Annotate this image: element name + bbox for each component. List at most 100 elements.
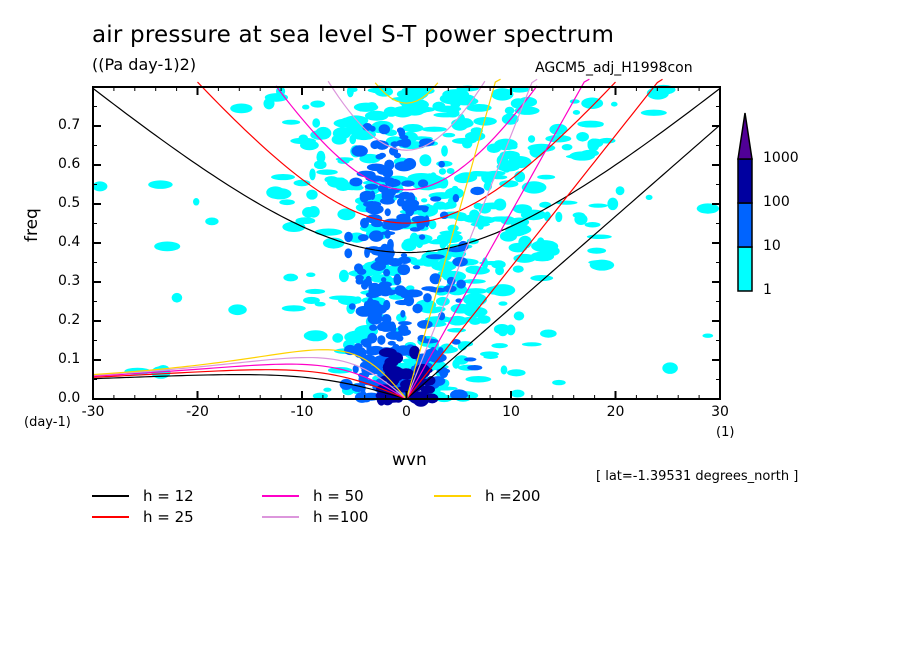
- shade-level-1: [589, 259, 615, 271]
- shade-level-10: [390, 141, 399, 147]
- shade-level-1: [435, 296, 450, 306]
- shade-level-1: [584, 222, 601, 228]
- shade-level-1: [338, 269, 349, 283]
- shade-level-1: [493, 323, 511, 335]
- shade-level-1: [539, 201, 552, 208]
- rossby-curve-50: [92, 363, 407, 400]
- shade-level-10: [389, 321, 396, 330]
- colorbar-segment: [737, 158, 753, 204]
- shade-level-1: [283, 273, 299, 282]
- chart-units: ((Pa day-1)2): [92, 55, 197, 74]
- shade-level-1: [607, 197, 619, 211]
- shade-level-1: [587, 138, 600, 152]
- shade-level-1: [702, 333, 714, 338]
- shade-level-10: [367, 312, 383, 325]
- shade-level-10: [430, 196, 442, 202]
- y-tick-label: 0.7: [58, 117, 81, 133]
- shade-level-1: [495, 266, 505, 276]
- shade-level-1: [521, 181, 547, 194]
- colorbar-segment: [737, 246, 753, 292]
- shade-level-1: [305, 288, 326, 295]
- latitude-annotation: [ lat=-1.39531 degrees_north ]: [596, 469, 799, 484]
- shade-level-1: [500, 365, 508, 375]
- shade-level-1: [316, 169, 338, 175]
- shade-level-1: [439, 204, 452, 210]
- shade-level-1: [610, 101, 618, 107]
- rossby-curve-25: [92, 369, 407, 400]
- shade-level-1: [282, 221, 306, 233]
- shade-level-10: [464, 357, 477, 362]
- legend-label: h =200: [485, 487, 541, 505]
- y-tick-label: 0.1: [58, 351, 81, 367]
- rossby-curve-100: [92, 356, 407, 400]
- ig-curve-12: [92, 87, 721, 254]
- x-tick-label: 0: [402, 404, 411, 420]
- shade-level-1: [464, 303, 480, 310]
- shade-level-1: [438, 177, 449, 189]
- shade-level-10: [370, 262, 383, 270]
- shade-level-10: [384, 208, 391, 217]
- shade-level-10: [378, 124, 391, 135]
- shade-level-1: [308, 138, 315, 150]
- shade-level-10: [380, 277, 387, 283]
- shade-level-10: [413, 205, 429, 211]
- colorbar: [737, 112, 753, 292]
- legend-item: h = 25: [92, 508, 194, 526]
- shade-level-10: [367, 304, 383, 317]
- shade-level-10: [364, 246, 370, 259]
- shade-level-10: [403, 295, 415, 307]
- shade-level-10: [352, 364, 359, 374]
- shade-level-10: [429, 273, 442, 285]
- shade-level-10: [439, 367, 449, 379]
- shade-level-1: [452, 359, 460, 369]
- shade-level-1: [306, 272, 316, 278]
- shade-level-1: [492, 175, 508, 180]
- shade-level-1: [329, 295, 354, 301]
- shade-level-100: [398, 368, 414, 380]
- shade-level-10: [470, 186, 485, 196]
- shade-level-10: [355, 277, 364, 285]
- shade-level-1: [462, 279, 486, 284]
- shade-level-1: [364, 110, 389, 121]
- shade-level-1: [295, 217, 316, 225]
- shade-level-1: [327, 367, 353, 374]
- shade-level-1: [576, 132, 589, 142]
- shade-level-1: [148, 180, 173, 189]
- shade-level-10: [409, 227, 421, 232]
- shade-level-10: [384, 159, 395, 171]
- shade-level-10: [401, 180, 415, 187]
- shade-level-1: [572, 212, 585, 219]
- shade-level-1: [314, 228, 343, 236]
- shade-level-10: [404, 289, 423, 298]
- shade-level-1: [483, 354, 499, 359]
- shade-level-1: [486, 143, 502, 153]
- shade-level-10: [417, 320, 433, 329]
- shade-level-10: [394, 285, 407, 296]
- shade-level-10: [438, 160, 445, 168]
- shade-level-10: [371, 220, 384, 228]
- shade-level-10: [451, 338, 461, 345]
- shade-level-10: [387, 340, 396, 346]
- shade-level-1: [324, 176, 339, 183]
- shade-level-1: [521, 342, 542, 347]
- shade-level-10: [398, 191, 413, 200]
- shade-level-1: [405, 105, 429, 114]
- shade-level-1: [447, 315, 468, 326]
- shade-level-10: [417, 334, 427, 342]
- shade-level-1: [401, 239, 417, 252]
- shade-level-1: [228, 304, 247, 316]
- shade-level-1: [205, 217, 219, 226]
- shade-level-10: [419, 234, 426, 240]
- shade-level-1: [615, 186, 625, 196]
- shade-level-10: [452, 194, 460, 203]
- shade-level-100: [409, 345, 420, 360]
- legend-label: h = 50: [313, 487, 364, 505]
- x-tick-label: -30: [81, 404, 105, 420]
- shade-level-1: [555, 211, 563, 223]
- shade-level-1: [479, 202, 506, 210]
- shade-level-1: [398, 95, 414, 107]
- ig-curve-100: [327, 80, 486, 151]
- shade-level-1: [315, 126, 332, 140]
- shade-level-1: [507, 369, 526, 377]
